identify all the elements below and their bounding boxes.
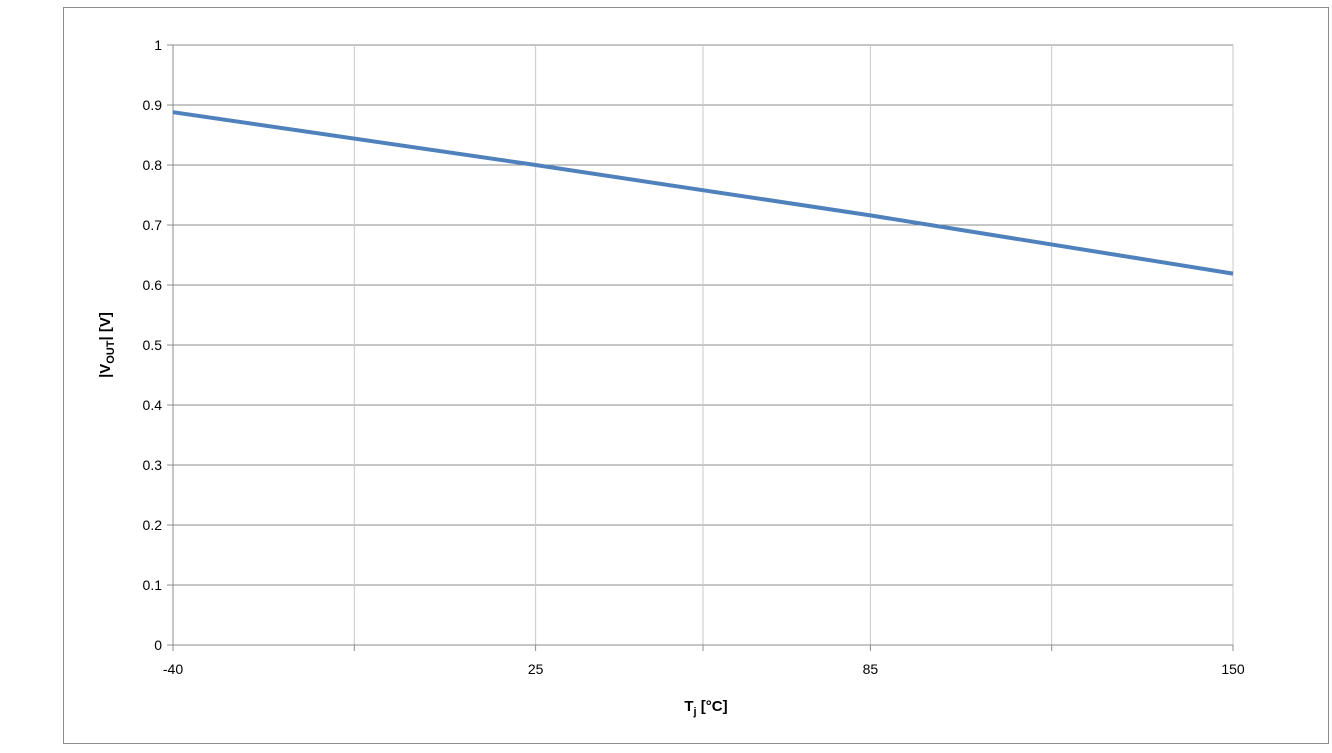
- x-tick-label: -40: [163, 661, 183, 677]
- y-tick-label: 0.1: [143, 577, 163, 593]
- y-tick-label: 0.3: [143, 457, 163, 473]
- x-axis-title-subscript: j: [693, 706, 697, 718]
- x-tick-label: 150: [1221, 661, 1245, 677]
- y-tick-label: 0: [154, 637, 162, 653]
- x-tick-label: 25: [528, 661, 544, 677]
- x-axis-title-main: T: [684, 698, 693, 715]
- axis-layer: [167, 44, 1234, 651]
- x-axis-title-tail: [°C]: [697, 698, 728, 715]
- label-layer: 0 0.1 0.2 0.3 0.4 0.5 0.6 0.7 0.8 0.9 1 -40 25 85 150: [143, 37, 1245, 677]
- y-tick-label: 0.5: [143, 337, 163, 353]
- x-axis-title: Tj [°C]: [684, 698, 727, 718]
- y-tick-label: 0.9: [143, 97, 163, 113]
- x-tick-label: 85: [863, 661, 879, 677]
- y-axis-title: |VOUT| [V]: [97, 312, 117, 378]
- y-axis-title-subscript: OUT: [105, 340, 117, 364]
- y-axis-title-head: |V: [97, 364, 114, 378]
- y-tick-label: 0.7: [143, 217, 163, 233]
- y-tick-label: 0.4: [143, 397, 163, 413]
- y-tick-label: 0.2: [143, 517, 163, 533]
- series-layer: [172, 110, 1234, 276]
- y-axis-title-tail: | [V]: [97, 312, 114, 340]
- y-tick-label: 0.6: [143, 277, 163, 293]
- y-tick-label: 0.8: [143, 157, 163, 173]
- chart-frame: [63, 7, 1329, 744]
- series-line: [172, 110, 1234, 276]
- grid-layer: [173, 44, 1234, 645]
- y-tick-label: 1: [154, 37, 162, 53]
